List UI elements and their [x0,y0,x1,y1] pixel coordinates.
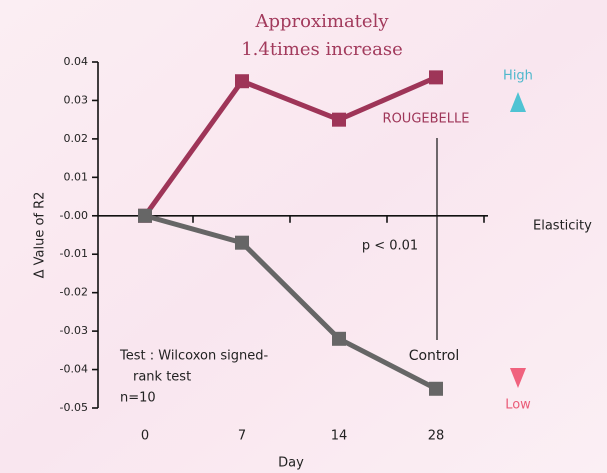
marker [429,382,443,396]
y-tick-label: -0.03 [60,324,88,337]
scale-low: Low [505,398,531,413]
marker [138,209,152,223]
y-tick-label: 0.03 [64,93,89,106]
marker [429,70,443,84]
y-tick-label: -0.05 [60,401,88,414]
marker [235,236,249,250]
note: Test : Wilcoxon signed- [119,349,268,364]
note: n=10 [120,391,156,406]
significance: p < 0.01 [362,239,418,254]
y-tick-label: 0.02 [64,132,89,145]
marker [235,74,249,88]
y-tick-label: -0.01 [60,247,88,260]
x-tick-label: 7 [238,429,246,444]
y-tick-label: 0.04 [64,55,89,68]
marker [332,113,346,127]
x-tick-label: 28 [428,429,445,444]
y-axis-label: Δ Value of R2 [33,192,48,279]
scale-label: Elasticity [533,219,592,234]
series-label: ROUGEBELLE [383,112,470,127]
series-label: Control [409,348,460,364]
y-tick-label: 0.01 [64,170,89,183]
note: rank test [133,370,191,385]
x-tick-label: 0 [141,429,149,444]
scale-high: High [503,69,533,84]
title-line: Approximately [254,11,389,32]
chart: Approximately 1.4times increase Δ Value … [0,0,607,473]
y-tick-label: -0.02 [60,286,88,299]
y-tick-label: -0.04 [60,363,88,376]
x-axis-label: Day [278,456,304,471]
marker [332,332,346,346]
title-line: 1.4times increase [241,39,403,60]
y-tick-label: -0.00 [60,209,88,222]
x-tick-label: 14 [331,429,348,444]
